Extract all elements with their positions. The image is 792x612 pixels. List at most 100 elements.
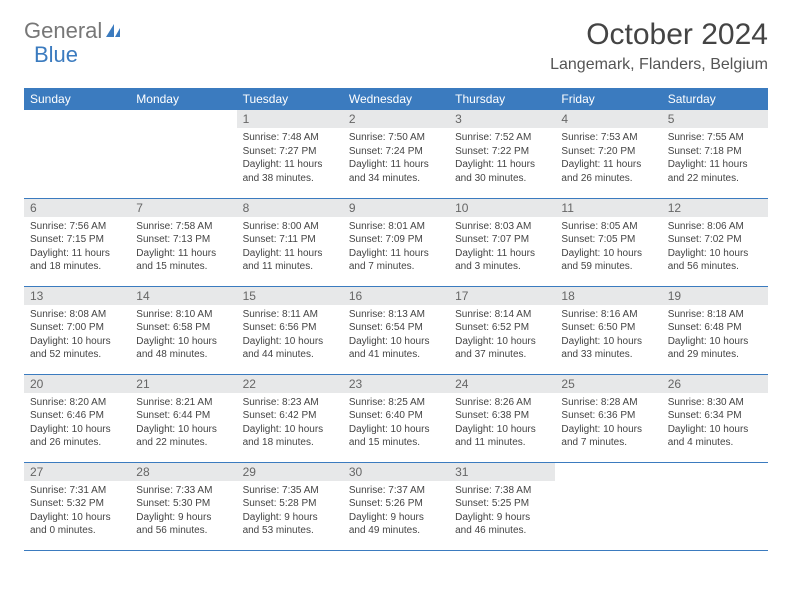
sunset-text: Sunset: 7:11 PM <box>243 233 337 247</box>
sunset-text: Sunset: 7:13 PM <box>136 233 230 247</box>
day-number: 22 <box>237 375 343 393</box>
sunrise-text: Sunrise: 7:53 AM <box>561 131 655 145</box>
day-body: Sunrise: 8:03 AMSunset: 7:07 PMDaylight:… <box>449 217 555 280</box>
sunset-text: Sunset: 7:24 PM <box>349 145 443 159</box>
day-number: 26 <box>662 375 768 393</box>
sunset-text: Sunset: 6:36 PM <box>561 409 655 423</box>
calendar-day-cell: 8Sunrise: 8:00 AMSunset: 7:11 PMDaylight… <box>237 198 343 286</box>
calendar-day-cell: 19Sunrise: 8:18 AMSunset: 6:48 PMDayligh… <box>662 286 768 374</box>
daylight-text: Daylight: 10 hours and 7 minutes. <box>561 423 655 450</box>
daylight-text: Daylight: 9 hours and 56 minutes. <box>136 511 230 538</box>
sunset-text: Sunset: 5:25 PM <box>455 497 549 511</box>
day-number: 25 <box>555 375 661 393</box>
sunset-text: Sunset: 6:38 PM <box>455 409 549 423</box>
day-body: Sunrise: 8:01 AMSunset: 7:09 PMDaylight:… <box>343 217 449 280</box>
daylight-text: Daylight: 11 hours and 18 minutes. <box>30 247 124 274</box>
calendar-week-row: 13Sunrise: 8:08 AMSunset: 7:00 PMDayligh… <box>24 286 768 374</box>
day-number: 20 <box>24 375 130 393</box>
sunset-text: Sunset: 7:18 PM <box>668 145 762 159</box>
daylight-text: Daylight: 9 hours and 46 minutes. <box>455 511 549 538</box>
daylight-text: Daylight: 9 hours and 49 minutes. <box>349 511 443 538</box>
sunrise-text: Sunrise: 8:21 AM <box>136 396 230 410</box>
day-body: Sunrise: 8:05 AMSunset: 7:05 PMDaylight:… <box>555 217 661 280</box>
daylight-text: Daylight: 10 hours and 41 minutes. <box>349 335 443 362</box>
sunset-text: Sunset: 6:46 PM <box>30 409 124 423</box>
calendar-day-cell <box>24 110 130 198</box>
location: Langemark, Flanders, Belgium <box>550 56 768 74</box>
sunrise-text: Sunrise: 7:55 AM <box>668 131 762 145</box>
calendar-day-cell: 22Sunrise: 8:23 AMSunset: 6:42 PMDayligh… <box>237 374 343 462</box>
day-body: Sunrise: 8:11 AMSunset: 6:56 PMDaylight:… <box>237 305 343 368</box>
sunset-text: Sunset: 6:56 PM <box>243 321 337 335</box>
daylight-text: Daylight: 10 hours and 48 minutes. <box>136 335 230 362</box>
day-number: 1 <box>237 110 343 128</box>
day-number: 19 <box>662 287 768 305</box>
calendar-day-cell: 13Sunrise: 8:08 AMSunset: 7:00 PMDayligh… <box>24 286 130 374</box>
sunrise-text: Sunrise: 8:06 AM <box>668 220 762 234</box>
sunset-text: Sunset: 7:07 PM <box>455 233 549 247</box>
calendar-week-row: 20Sunrise: 8:20 AMSunset: 6:46 PMDayligh… <box>24 374 768 462</box>
sunrise-text: Sunrise: 7:58 AM <box>136 220 230 234</box>
calendar-day-cell: 3Sunrise: 7:52 AMSunset: 7:22 PMDaylight… <box>449 110 555 198</box>
day-number: 6 <box>24 199 130 217</box>
calendar-day-cell: 4Sunrise: 7:53 AMSunset: 7:20 PMDaylight… <box>555 110 661 198</box>
day-number: 31 <box>449 463 555 481</box>
daylight-text: Daylight: 10 hours and 26 minutes. <box>30 423 124 450</box>
daylight-text: Daylight: 11 hours and 30 minutes. <box>455 158 549 185</box>
sunset-text: Sunset: 6:48 PM <box>668 321 762 335</box>
daylight-text: Daylight: 10 hours and 44 minutes. <box>243 335 337 362</box>
day-number: 2 <box>343 110 449 128</box>
sunrise-text: Sunrise: 7:38 AM <box>455 484 549 498</box>
day-body: Sunrise: 8:25 AMSunset: 6:40 PMDaylight:… <box>343 393 449 456</box>
weekday-header: Thursday <box>449 88 555 110</box>
calendar-day-cell: 16Sunrise: 8:13 AMSunset: 6:54 PMDayligh… <box>343 286 449 374</box>
daylight-text: Daylight: 10 hours and 4 minutes. <box>668 423 762 450</box>
sunset-text: Sunset: 5:26 PM <box>349 497 443 511</box>
sunrise-text: Sunrise: 7:31 AM <box>30 484 124 498</box>
sunset-text: Sunset: 6:58 PM <box>136 321 230 335</box>
day-body: Sunrise: 8:13 AMSunset: 6:54 PMDaylight:… <box>343 305 449 368</box>
day-number: 7 <box>130 199 236 217</box>
sunrise-text: Sunrise: 8:25 AM <box>349 396 443 410</box>
calendar-day-cell: 15Sunrise: 8:11 AMSunset: 6:56 PMDayligh… <box>237 286 343 374</box>
calendar-day-cell: 17Sunrise: 8:14 AMSunset: 6:52 PMDayligh… <box>449 286 555 374</box>
calendar-day-cell: 23Sunrise: 8:25 AMSunset: 6:40 PMDayligh… <box>343 374 449 462</box>
sunrise-text: Sunrise: 8:14 AM <box>455 308 549 322</box>
day-body: Sunrise: 7:38 AMSunset: 5:25 PMDaylight:… <box>449 481 555 544</box>
daylight-text: Daylight: 10 hours and 33 minutes. <box>561 335 655 362</box>
day-body: Sunrise: 7:52 AMSunset: 7:22 PMDaylight:… <box>449 128 555 191</box>
daylight-text: Daylight: 10 hours and 15 minutes. <box>349 423 443 450</box>
day-body: Sunrise: 8:14 AMSunset: 6:52 PMDaylight:… <box>449 305 555 368</box>
calendar-day-cell: 10Sunrise: 8:03 AMSunset: 7:07 PMDayligh… <box>449 198 555 286</box>
sunrise-text: Sunrise: 7:50 AM <box>349 131 443 145</box>
daylight-text: Daylight: 10 hours and 18 minutes. <box>243 423 337 450</box>
day-number: 23 <box>343 375 449 393</box>
weekday-header: Friday <box>555 88 661 110</box>
calendar-day-cell <box>130 110 236 198</box>
day-number: 24 <box>449 375 555 393</box>
day-number: 4 <box>555 110 661 128</box>
calendar-day-cell: 18Sunrise: 8:16 AMSunset: 6:50 PMDayligh… <box>555 286 661 374</box>
daylight-text: Daylight: 11 hours and 38 minutes. <box>243 158 337 185</box>
day-body: Sunrise: 7:37 AMSunset: 5:26 PMDaylight:… <box>343 481 449 544</box>
day-body: Sunrise: 8:18 AMSunset: 6:48 PMDaylight:… <box>662 305 768 368</box>
calendar-day-cell: 2Sunrise: 7:50 AMSunset: 7:24 PMDaylight… <box>343 110 449 198</box>
calendar-day-cell: 9Sunrise: 8:01 AMSunset: 7:09 PMDaylight… <box>343 198 449 286</box>
sunrise-text: Sunrise: 8:30 AM <box>668 396 762 410</box>
daylight-text: Daylight: 10 hours and 11 minutes. <box>455 423 549 450</box>
daylight-text: Daylight: 10 hours and 22 minutes. <box>136 423 230 450</box>
day-body: Sunrise: 7:56 AMSunset: 7:15 PMDaylight:… <box>24 217 130 280</box>
day-number: 11 <box>555 199 661 217</box>
calendar-day-cell: 29Sunrise: 7:35 AMSunset: 5:28 PMDayligh… <box>237 462 343 550</box>
sunrise-text: Sunrise: 8:00 AM <box>243 220 337 234</box>
day-number: 21 <box>130 375 236 393</box>
day-number: 15 <box>237 287 343 305</box>
daylight-text: Daylight: 10 hours and 56 minutes. <box>668 247 762 274</box>
sunrise-text: Sunrise: 8:08 AM <box>30 308 124 322</box>
sunrise-text: Sunrise: 7:37 AM <box>349 484 443 498</box>
day-number: 8 <box>237 199 343 217</box>
sunset-text: Sunset: 7:15 PM <box>30 233 124 247</box>
day-body: Sunrise: 8:08 AMSunset: 7:00 PMDaylight:… <box>24 305 130 368</box>
calendar-day-cell: 5Sunrise: 7:55 AMSunset: 7:18 PMDaylight… <box>662 110 768 198</box>
day-number: 10 <box>449 199 555 217</box>
